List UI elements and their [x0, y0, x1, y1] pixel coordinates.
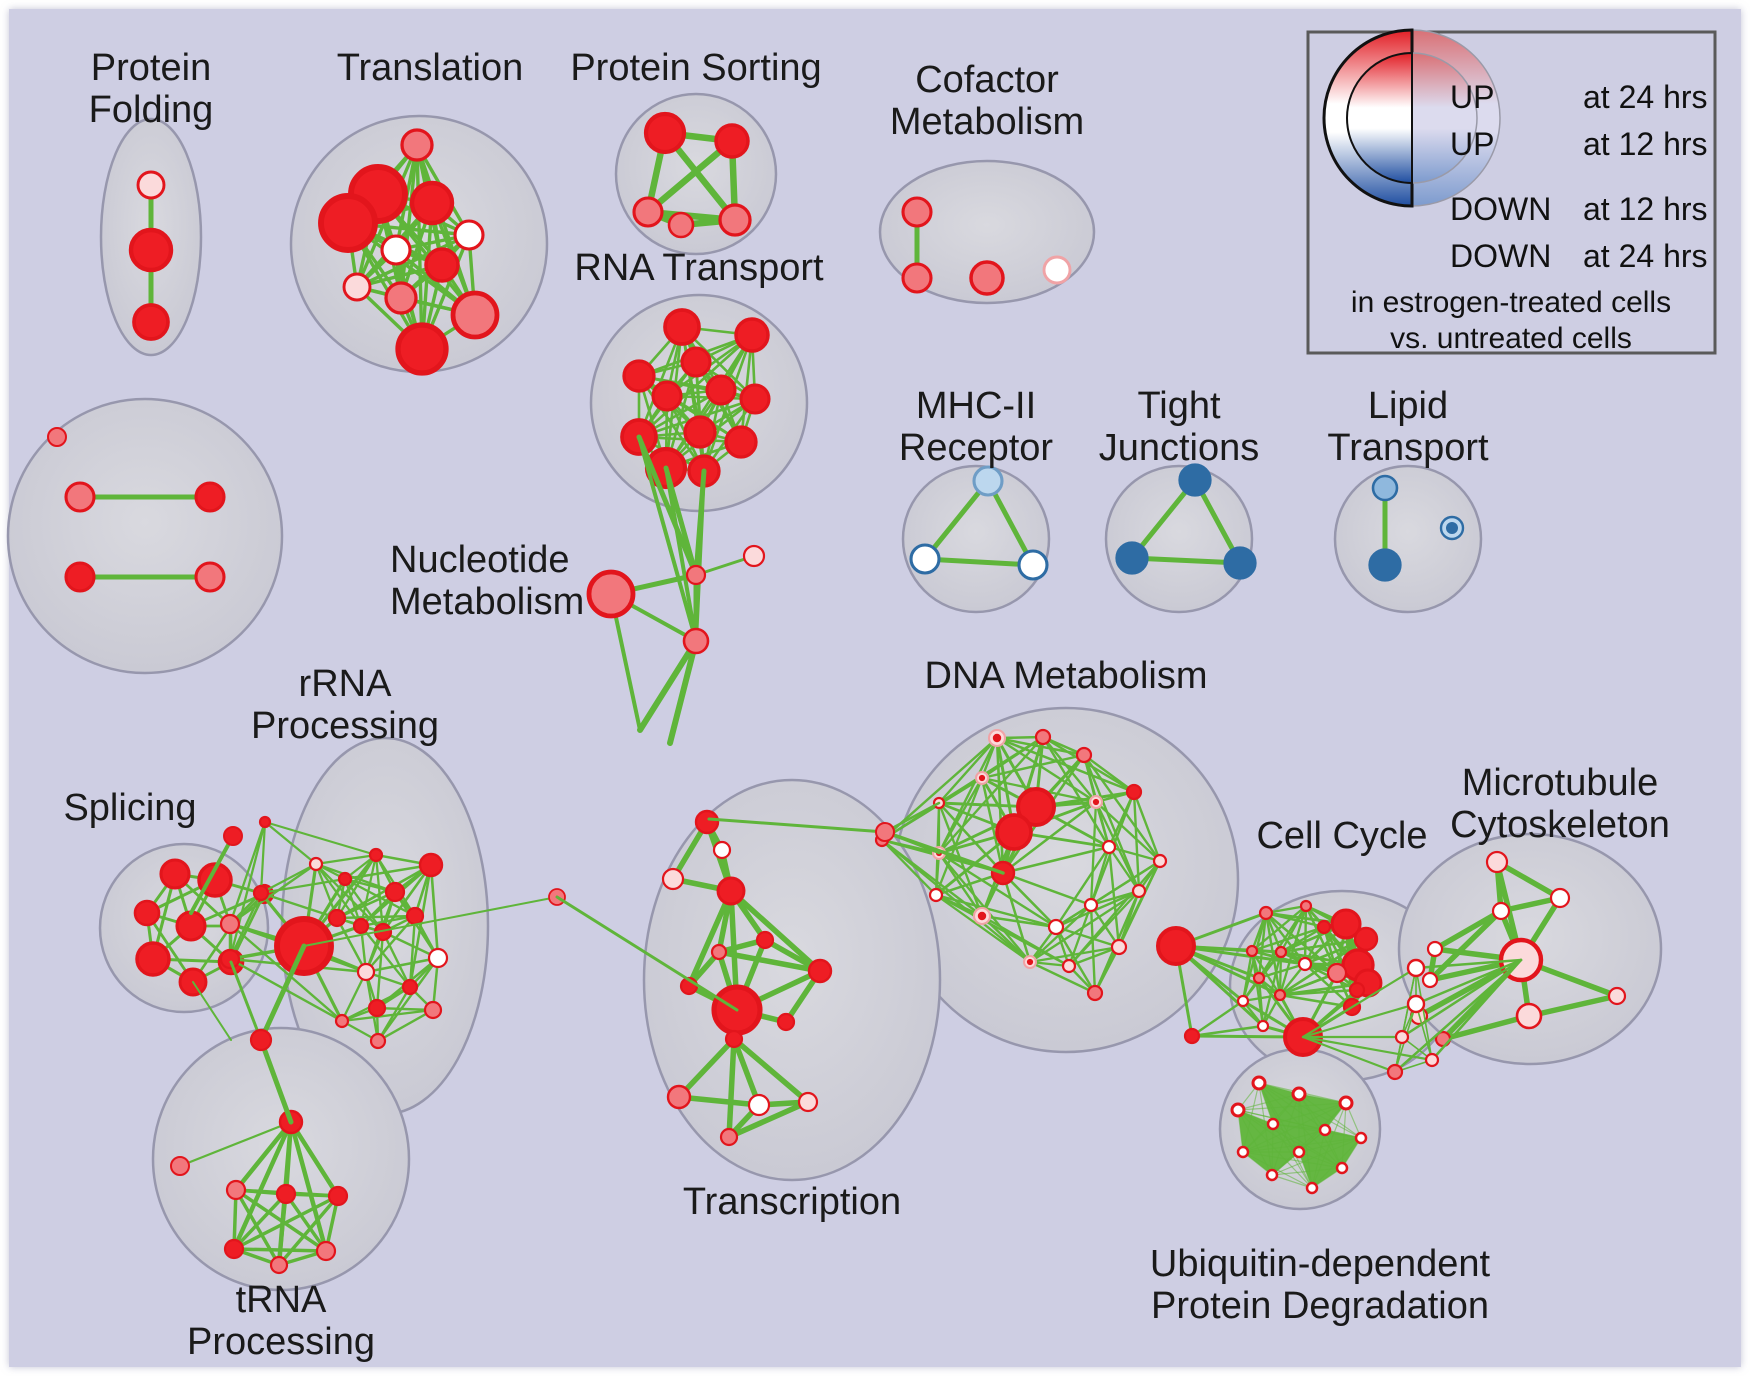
svg-text:DOWN: DOWN	[1450, 238, 1551, 274]
svg-text:Lipid: Lipid	[1368, 385, 1448, 427]
svg-text:at 24 hrs: at 24 hrs	[1583, 79, 1708, 115]
svg-text:Nucleotide: Nucleotide	[390, 539, 570, 581]
svg-text:Metabolism: Metabolism	[890, 101, 1084, 143]
svg-text:Protein Degradation: Protein Degradation	[1151, 1285, 1489, 1327]
svg-text:Folding: Folding	[89, 89, 214, 131]
svg-text:DOWN: DOWN	[1450, 191, 1551, 227]
svg-text:Processing: Processing	[251, 705, 439, 747]
svg-text:Metabolism: Metabolism	[390, 581, 584, 623]
svg-text:Translation: Translation	[337, 47, 524, 89]
svg-text:at 24 hrs: at 24 hrs	[1583, 238, 1708, 274]
svg-text:vs. untreated cells: vs. untreated cells	[1390, 322, 1632, 355]
svg-text:Receptor: Receptor	[899, 427, 1054, 469]
svg-text:rRNA: rRNA	[299, 663, 393, 705]
svg-text:Transcription: Transcription	[683, 1181, 901, 1223]
svg-text:DNA Metabolism: DNA Metabolism	[925, 655, 1208, 697]
svg-text:Transport: Transport	[1327, 427, 1489, 469]
svg-text:Protein: Protein	[91, 47, 211, 89]
svg-text:tRNA: tRNA	[236, 1279, 327, 1321]
svg-text:Processing: Processing	[187, 1321, 375, 1363]
svg-text:Splicing: Splicing	[63, 787, 196, 829]
svg-text:Cytoskeleton: Cytoskeleton	[1450, 804, 1670, 846]
svg-text:Cell Cycle: Cell Cycle	[1256, 815, 1427, 857]
svg-text:UP: UP	[1450, 79, 1494, 115]
svg-text:Junctions: Junctions	[1099, 427, 1260, 469]
svg-text:Ubiquitin-dependent: Ubiquitin-dependent	[1150, 1243, 1491, 1285]
svg-text:in estrogen-treated cells: in estrogen-treated cells	[1351, 286, 1671, 319]
svg-text:at 12 hrs: at 12 hrs	[1583, 191, 1708, 227]
svg-text:Microtubule: Microtubule	[1462, 762, 1658, 804]
svg-text:MHC-II: MHC-II	[916, 385, 1036, 427]
svg-text:RNA Transport: RNA Transport	[574, 247, 824, 289]
svg-text:at 12 hrs: at 12 hrs	[1583, 126, 1708, 162]
svg-text:Protein Sorting: Protein Sorting	[570, 47, 821, 89]
svg-text:Cofactor: Cofactor	[915, 59, 1059, 101]
svg-text:UP: UP	[1450, 126, 1494, 162]
svg-text:Tight: Tight	[1137, 385, 1221, 427]
